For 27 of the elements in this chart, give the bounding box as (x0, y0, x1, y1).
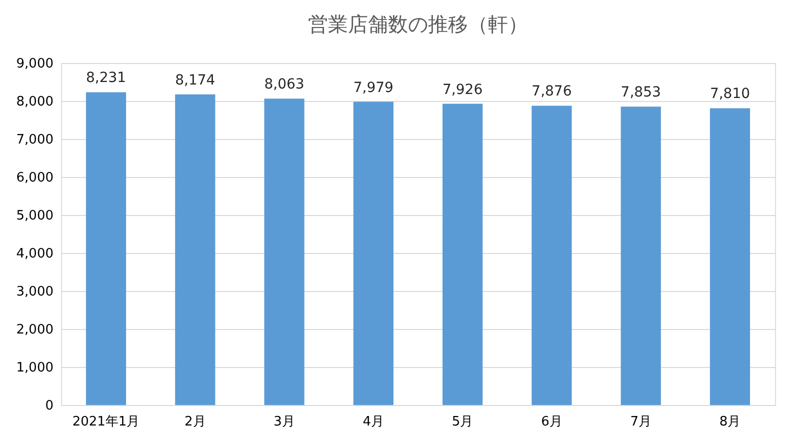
x-tick-label: 6月 (541, 414, 562, 430)
x-tick-label: 3月 (274, 414, 295, 430)
y-tick-label: 3,000 (16, 284, 54, 300)
y-tick-label: 6,000 (16, 170, 54, 186)
chart-title: 営業店舗数の推移（軒） (308, 12, 528, 36)
y-tick-label: 5,000 (16, 208, 54, 224)
x-tick-label: 8月 (719, 414, 741, 430)
x-tick-label: 2月 (184, 414, 206, 430)
x-tick-label: 7月 (630, 414, 652, 430)
data-label: 7,979 (353, 80, 394, 96)
x-tick-label: 2021年1月 (72, 414, 140, 430)
y-tick-label: 4,000 (16, 246, 54, 262)
x-tick-label: 5月 (452, 414, 474, 430)
data-label: 8,174 (175, 72, 216, 88)
y-tick-label: 7,000 (16, 132, 54, 148)
data-label: 8,231 (86, 70, 126, 86)
y-tick-label: 8,000 (16, 94, 54, 110)
y-tick-label: 9,000 (16, 56, 54, 72)
y-tick-label: 1,000 (16, 360, 54, 376)
data-label: 7,926 (442, 82, 483, 98)
data-label: 8,063 (264, 76, 304, 93)
data-label: 7,853 (620, 84, 661, 101)
x-tick-label: 4月 (362, 414, 384, 430)
data-label: 7,810 (710, 86, 750, 102)
y-tick-label: 0 (45, 398, 54, 414)
y-tick-label: 2,000 (16, 322, 54, 338)
data-label: 7,876 (532, 84, 572, 100)
